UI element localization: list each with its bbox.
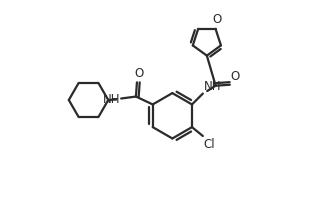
Text: O: O (213, 13, 222, 26)
Text: O: O (135, 67, 144, 80)
Text: O: O (231, 70, 240, 83)
Text: NH: NH (103, 93, 120, 106)
Text: NH: NH (204, 80, 221, 93)
Text: Cl: Cl (203, 138, 215, 151)
